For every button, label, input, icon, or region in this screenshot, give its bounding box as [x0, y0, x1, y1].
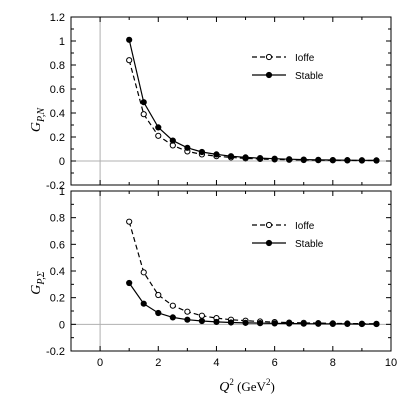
y-tick-label: 0.8	[50, 213, 65, 225]
legend-stable-label: Stable	[295, 71, 324, 82]
stable-data-point	[213, 318, 220, 326]
stable-data-point	[140, 99, 147, 106]
stable-data-point	[300, 320, 307, 327]
stable-series-line	[128, 39, 377, 161]
ioffe-data-point	[155, 291, 162, 299]
stable-data-point	[242, 154, 249, 161]
ioffe-data-point	[198, 312, 206, 319]
x-tick-label: 6	[272, 357, 278, 369]
ioffe-series-line	[128, 221, 377, 325]
y-tick-label: 0.2	[50, 132, 65, 144]
stable-data-point	[358, 157, 366, 164]
stable-data-point	[344, 157, 351, 164]
stable-data-point	[315, 156, 322, 163]
stable-data-point	[184, 144, 191, 151]
y-tick-label: 0.4	[50, 266, 65, 278]
x-tick-label: 0	[97, 357, 103, 369]
stable-data-point	[169, 314, 176, 321]
stable-data-point	[184, 316, 191, 323]
x-tick-label: 8	[330, 357, 336, 369]
ioffe-data-point	[140, 269, 147, 276]
stable-data-point	[227, 319, 235, 326]
plot-frame	[70, 190, 392, 352]
legend-stable-marker	[265, 71, 273, 79]
x-axis-title: Q2 (GeV2)	[219, 377, 275, 395]
legend-ioffe-label: Ioffe	[295, 221, 315, 232]
y-tick-label: 0.6	[50, 84, 65, 96]
ioffe-data-point	[184, 308, 191, 315]
stable-data-point	[140, 300, 147, 307]
legend-ioffe-marker	[265, 221, 273, 229]
stable-data-point	[329, 320, 336, 328]
stable-data-point	[198, 148, 206, 156]
stable-data-point	[213, 151, 220, 158]
stable-data-point	[344, 320, 351, 328]
y-tick-label: 1.2	[50, 12, 65, 24]
stable-data-point	[256, 155, 264, 162]
y-tick-label: 1	[59, 186, 65, 198]
y-tick-label: 1	[59, 36, 65, 48]
stable-data-point	[315, 320, 322, 327]
y-tick-label: 0.8	[50, 60, 65, 72]
stable-data-point	[373, 157, 380, 164]
legend-ioffe-marker	[265, 53, 273, 61]
bottom-ylabel: GP,Σ	[29, 271, 47, 294]
y-tick-label: -0.2	[46, 180, 65, 192]
top-ylabel: GP,N	[29, 107, 47, 132]
ioffe-data-point	[155, 132, 162, 139]
stable-series-line	[128, 282, 377, 325]
stable-data-point	[155, 124, 162, 131]
stable-data-point	[242, 319, 249, 326]
top-panel: -0.2 0 0.2 0.4 0.6 0.8 1 1.2 Ioffe Stable	[46, 12, 392, 192]
x-tick-label: 2	[155, 357, 161, 369]
stable-data-point	[227, 153, 235, 160]
ioffe-data-point	[126, 218, 133, 225]
stable-data-point	[169, 137, 176, 144]
stable-data-point	[271, 155, 278, 162]
y-tick-label: -0.2	[46, 346, 65, 358]
stable-data-point	[300, 156, 307, 163]
stable-data-point	[126, 36, 133, 43]
stable-data-point	[329, 156, 336, 164]
y-tick-label: 0.4	[50, 108, 65, 120]
ioffe-data-point	[126, 57, 133, 64]
y-tick-label: 0.2	[50, 293, 65, 305]
y-tick-label: 0	[59, 319, 65, 331]
stable-data-point	[155, 309, 162, 317]
legend-stable-label: Stable	[295, 239, 324, 250]
y-tick-label: 0.6	[50, 239, 65, 251]
stable-data-point	[286, 156, 293, 163]
x-tick-label: 4	[213, 357, 219, 369]
ioffe-data-point	[169, 302, 176, 309]
ioffe-data-point	[140, 111, 147, 118]
stable-data-point	[373, 320, 380, 328]
stable-data-point	[198, 317, 206, 325]
legend-stable-marker	[265, 239, 273, 247]
stable-data-point	[286, 320, 293, 327]
y-tick-label: 0	[59, 156, 65, 168]
stable-data-point	[358, 320, 366, 328]
stable-data-point	[271, 320, 278, 327]
stable-data-point	[126, 279, 133, 287]
x-tick-label: 10	[385, 357, 397, 369]
legend-ioffe-label: Ioffe	[295, 53, 315, 64]
stable-data-point	[256, 320, 264, 327]
